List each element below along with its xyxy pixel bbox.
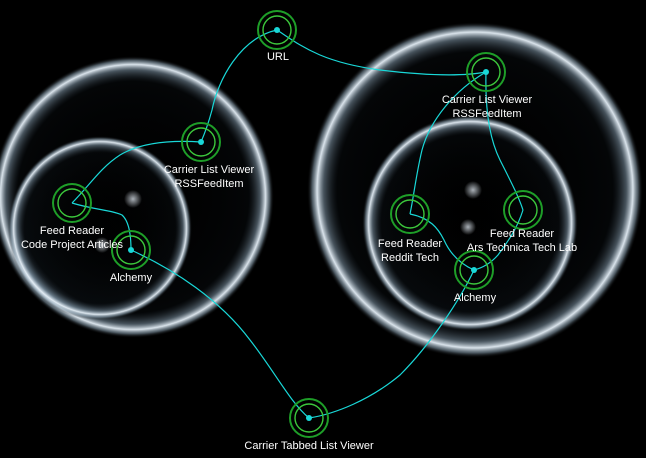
connector-alchemy-left-to-tabbed[interactable]: [130, 249, 310, 419]
label-carrier-tabbed-text: Carrier Tabbed List Viewer: [244, 440, 374, 452]
node-anchor-dot: [128, 247, 134, 253]
label-alchemy-right: Alchemy: [454, 291, 496, 305]
connector-url-to-carrier-left[interactable]: [200, 29, 278, 143]
membrane-left-inner: [8, 136, 192, 320]
node-carrier-list-right[interactable]: [466, 52, 506, 92]
membrane-center-dots: [94, 181, 482, 253]
label-carrier-list-left: Carrier List Viewer RSSFeedItem: [164, 163, 254, 191]
label-feed-reader-arstechnica: Feed Reader Ars Technica Tech Lab: [467, 227, 577, 255]
connector-alchemy-right-to-tabbed[interactable]: [308, 269, 475, 419]
label-url-text: URL: [266, 51, 290, 63]
node-carrier-list-left[interactable]: [181, 122, 221, 162]
label-line2: Code Project Articles: [20, 239, 124, 251]
label-line1: Carrier List Viewer: [441, 94, 533, 106]
label-feed-reader-codeproject: Feed Reader Code Project Articles: [21, 224, 123, 252]
node-anchor-dot: [274, 27, 280, 33]
membrane-center-dot: [124, 190, 142, 208]
connector-carrier-left-to-feedreader-codeproject[interactable]: [71, 140, 202, 204]
membrane-center-dot: [464, 181, 482, 199]
label-line1: Carrier List Viewer: [163, 164, 255, 176]
membranes: [0, 22, 643, 358]
label-url: URL: [267, 50, 289, 64]
node-alchemy-left[interactable]: [111, 230, 151, 270]
node-feed-reader-arstechnica[interactable]: [503, 190, 543, 230]
label-alchemy-text: Alchemy: [453, 292, 497, 304]
node-url[interactable]: [257, 10, 297, 50]
label-line2: Reddit Tech: [381, 252, 439, 264]
label-line1: Feed Reader: [39, 225, 105, 237]
node-anchor-dot: [483, 69, 489, 75]
node-anchor-dot: [198, 139, 204, 145]
label-alchemy-left: Alchemy: [110, 271, 152, 285]
label-feed-reader-reddit: Feed Reader Reddit Tech: [378, 237, 442, 265]
label-line2: RSSFeedItem: [174, 178, 244, 190]
label-line1: Feed Reader: [377, 238, 443, 250]
label-line1: Feed Reader: [489, 228, 555, 240]
connector-url-to-carrier-right[interactable]: [276, 29, 487, 76]
label-alchemy-text: Alchemy: [109, 272, 153, 284]
connector-feedreader-reddit-to-alchemy-right[interactable]: [409, 213, 475, 271]
node-feed-reader-codeproject[interactable]: [52, 183, 92, 223]
label-carrier-tabbed: Carrier Tabbed List Viewer: [244, 439, 373, 453]
label-line2: RSSFeedItem: [452, 108, 522, 120]
label-carrier-list-right: Carrier List Viewer RSSFeedItem: [442, 93, 532, 121]
nodes: [52, 10, 543, 438]
node-alchemy-right[interactable]: [454, 250, 494, 290]
node-carrier-tabbed[interactable]: [289, 398, 329, 438]
label-line2: Ars Technica Tech Lab: [466, 242, 578, 254]
membrane-center-dot: [94, 237, 110, 253]
connector-carrier-right-to-feedreader-ars[interactable]: [485, 71, 524, 211]
node-anchor-dot: [306, 415, 312, 421]
membrane-center-dot: [460, 219, 476, 235]
node-feed-reader-reddit[interactable]: [390, 194, 430, 234]
node-anchor-dot: [471, 267, 477, 273]
